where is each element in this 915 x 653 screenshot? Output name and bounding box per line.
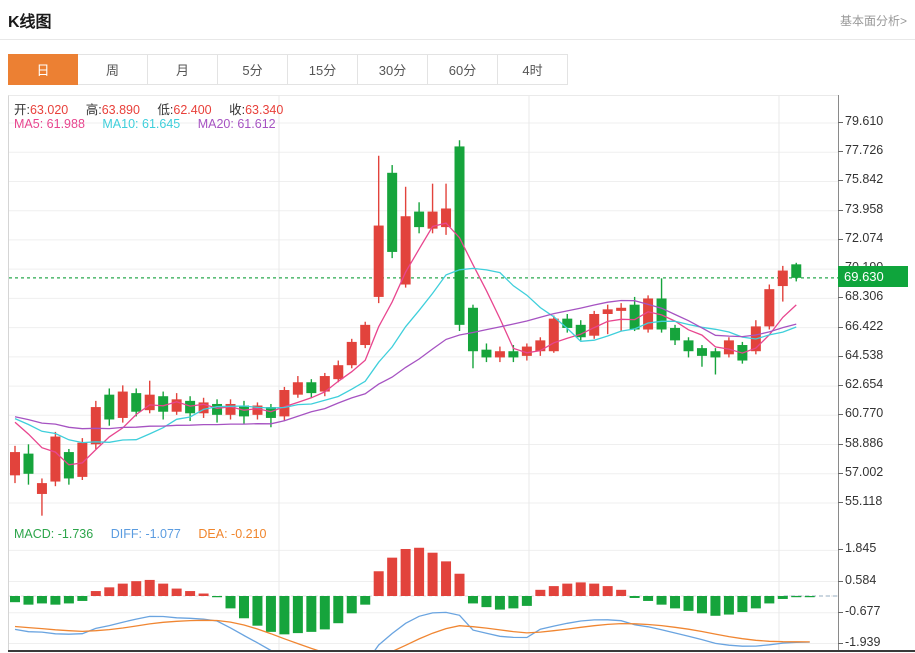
y-axis-label: -0.677 — [845, 603, 881, 618]
y-axis-line — [838, 95, 839, 651]
tab-4[interactable]: 5分 — [218, 54, 288, 85]
tab-3[interactable]: 月 — [148, 54, 218, 85]
y-axis-label: 0.584 — [845, 572, 877, 587]
y-axis-label: 72.074 — [845, 230, 884, 245]
tab-7[interactable]: 60分 — [428, 54, 498, 85]
macd-chart[interactable] — [9, 522, 839, 652]
y-axis-label: 62.654 — [845, 377, 884, 392]
y-axis-label: 1.845 — [845, 541, 877, 556]
page-title: K线图 — [8, 14, 52, 31]
y-axis-label: 70.190 — [845, 260, 884, 275]
y-axis-label: 55.118 — [845, 493, 883, 508]
y-axis-label: 75.842 — [845, 172, 884, 187]
tab-bar: 日周月 5分 15分 30分 60分 4时 — [8, 54, 568, 85]
y-axis-label: 60.770 — [845, 406, 884, 421]
y-axis-label: 77.726 — [845, 143, 884, 158]
y-axis-label: 79.610 — [845, 114, 884, 128]
y-axis-label: -1.939 — [845, 634, 881, 649]
current-price-badge: 69.630 — [838, 266, 908, 288]
tab-6[interactable]: 30分 — [358, 54, 428, 85]
chart-bottom-border — [8, 650, 915, 652]
tab-2[interactable]: 周 — [78, 54, 148, 85]
y-axis-label: 73.958 — [845, 201, 884, 216]
y-axis-label: 57.002 — [845, 464, 884, 479]
y-axis-label: 64.538 — [845, 347, 884, 362]
y-axis-label: 68.306 — [845, 289, 884, 304]
tab-1[interactable]: 日 — [8, 54, 78, 85]
header-divider — [0, 39, 915, 40]
tab-8[interactable]: 4时 — [498, 54, 568, 85]
fundamental-analysis-link[interactable]: 基本面分析> — [839, 14, 907, 28]
candlestick-chart[interactable] — [9, 96, 839, 522]
y-axis-label: 58.886 — [845, 435, 884, 450]
y-axis-label: 66.422 — [845, 318, 884, 333]
chart-plot-area[interactable] — [8, 95, 839, 652]
tab-5[interactable]: 15分 — [288, 54, 358, 85]
